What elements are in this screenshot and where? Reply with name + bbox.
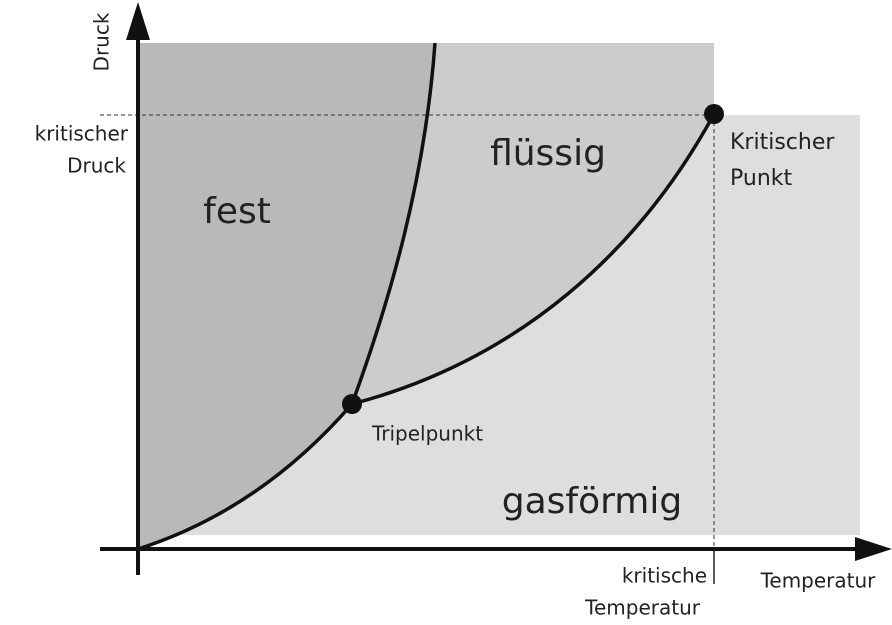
solid-label: fest xyxy=(203,191,271,232)
x-axis-arrow xyxy=(855,537,892,561)
critical-point xyxy=(704,104,724,124)
critical-point-label: Punkt xyxy=(730,166,793,191)
critical-pressure-label: Druck xyxy=(67,154,126,178)
liquid-label: flüssig xyxy=(490,133,606,174)
triple-point xyxy=(342,394,362,414)
liquid-region xyxy=(352,43,714,404)
x-axis-label: Temperatur xyxy=(760,569,877,593)
sublimation-curve xyxy=(137,402,354,551)
triple-point-label: Tripelpunkt xyxy=(371,422,483,446)
gas-label: gasförmig xyxy=(502,481,682,522)
critical-pressure-label: kritischer xyxy=(35,122,129,146)
melting-curve xyxy=(350,42,437,405)
critical-temperature-label: Temperatur xyxy=(584,596,701,620)
vaporization-curve xyxy=(351,113,716,406)
critical-temperature-label: kritische xyxy=(622,564,707,588)
critical-point-label: Kritischer xyxy=(730,130,835,155)
solid-region xyxy=(138,43,435,549)
y-axis-label: Druck xyxy=(90,12,114,71)
y-axis-arrow xyxy=(126,2,150,40)
